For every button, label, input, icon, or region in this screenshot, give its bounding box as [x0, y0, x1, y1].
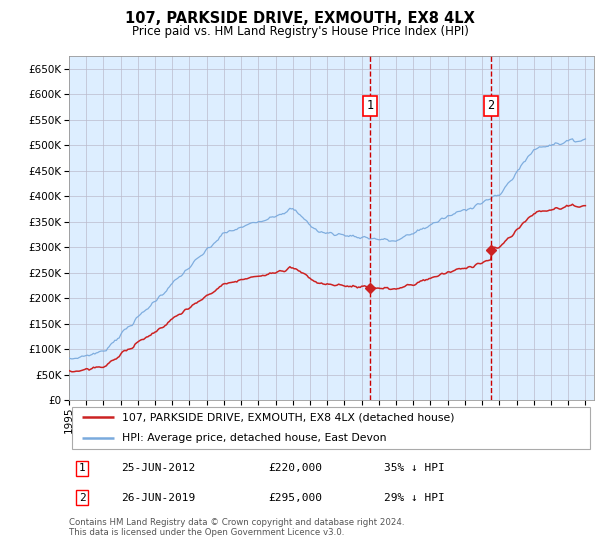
- Text: 107, PARKSIDE DRIVE, EXMOUTH, EX8 4LX: 107, PARKSIDE DRIVE, EXMOUTH, EX8 4LX: [125, 11, 475, 26]
- Text: 107, PARKSIDE DRIVE, EXMOUTH, EX8 4LX (detached house): 107, PARKSIDE DRIVE, EXMOUTH, EX8 4LX (d…: [121, 412, 454, 422]
- Text: 25-JUN-2012: 25-JUN-2012: [121, 463, 196, 473]
- Text: Contains HM Land Registry data © Crown copyright and database right 2024.
This d: Contains HM Land Registry data © Crown c…: [69, 518, 404, 538]
- Text: 29% ↓ HPI: 29% ↓ HPI: [384, 493, 445, 503]
- Text: 2: 2: [487, 100, 494, 113]
- Text: 26-JUN-2019: 26-JUN-2019: [121, 493, 196, 503]
- FancyBboxPatch shape: [71, 407, 590, 449]
- Text: 1: 1: [367, 100, 374, 113]
- Text: 1: 1: [79, 463, 86, 473]
- Text: 35% ↓ HPI: 35% ↓ HPI: [384, 463, 445, 473]
- Text: £295,000: £295,000: [269, 493, 323, 503]
- Text: 2: 2: [79, 493, 86, 503]
- Text: HPI: Average price, detached house, East Devon: HPI: Average price, detached house, East…: [121, 433, 386, 444]
- Text: £220,000: £220,000: [269, 463, 323, 473]
- Text: Price paid vs. HM Land Registry's House Price Index (HPI): Price paid vs. HM Land Registry's House …: [131, 25, 469, 38]
